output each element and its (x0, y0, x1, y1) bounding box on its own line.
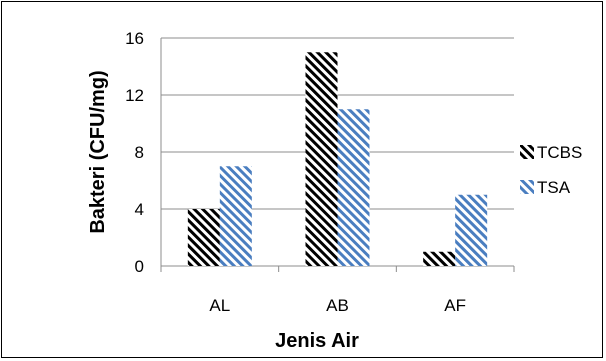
x-tick-label: AB (326, 296, 349, 315)
bars (187, 52, 488, 266)
x-tick-label: AL (209, 296, 230, 315)
legend: TCBS TSA (520, 143, 582, 197)
legend-label-tsa: TSA (537, 178, 571, 197)
legend-swatch-tsa (520, 180, 534, 194)
bar-tsa-ab (337, 109, 370, 266)
y-tick-label: 8 (135, 143, 144, 162)
tick-labels: 0 4 8 12 16 AL AB AF (125, 29, 466, 315)
x-axis-title: Jenis Air (275, 330, 359, 352)
bar-tcbs-al (187, 209, 220, 266)
bar-tsa-af (455, 194, 488, 266)
y-axis-title: Bakteri (CFU/mg) (87, 70, 109, 233)
bar-tcbs-af (423, 251, 456, 266)
legend-label-tcbs: TCBS (537, 143, 582, 162)
y-tick-label: 12 (125, 86, 144, 105)
bar-tsa-al (219, 166, 252, 266)
y-tick-label: 0 (135, 257, 144, 276)
legend-swatch-tcbs (520, 145, 534, 159)
x-tick-label: AF (444, 296, 466, 315)
y-tick-label: 16 (125, 29, 144, 48)
y-tick-label: 4 (135, 200, 144, 219)
bar-tcbs-ab (305, 52, 338, 266)
